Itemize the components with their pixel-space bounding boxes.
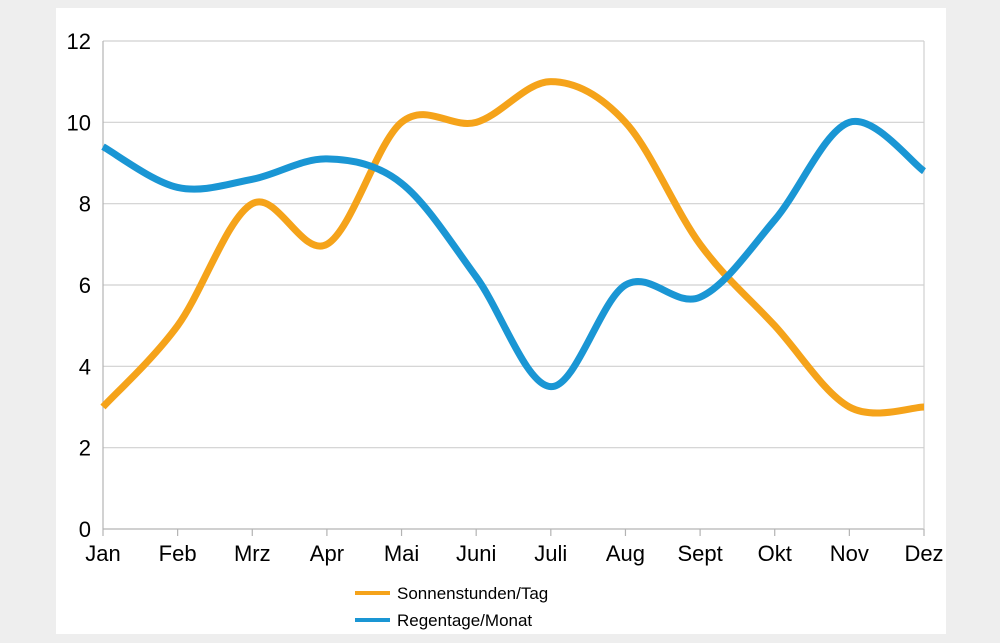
x-tick-label: Apr: [310, 541, 344, 566]
x-tick-label: Aug: [606, 541, 645, 566]
x-tick-label: Juni: [456, 541, 496, 566]
y-tick-label: 12: [67, 29, 91, 54]
chart-area: 0 2 4 6 8 10 12 Jan Feb Mrz Apr Mai Juni Juli Aug Sept O…: [56, 8, 946, 634]
line-chart: 0 2 4 6 8 10 12 Jan Feb Mrz Apr Mai Juni Juli Aug Sept O…: [67, 29, 944, 630]
y-tick-label: 10: [67, 110, 91, 135]
y-tick-label: 4: [79, 354, 91, 379]
x-tick-label: Jan: [85, 541, 120, 566]
series-line-sonnenstunden: [100, 78, 925, 417]
axes: 0 2 4 6 8 10 12 Jan Feb Mrz Apr Mai Juni Juli Aug Sept O…: [67, 29, 944, 566]
legend: Sonnenstunden/Tag Regentage/Monat: [355, 584, 548, 630]
x-tick-label: Mai: [384, 541, 419, 566]
legend-label: Regentage/Monat: [397, 611, 532, 630]
series-lines: [100, 78, 927, 417]
y-tick-label: 6: [79, 273, 91, 298]
x-tick-label: Juli: [534, 541, 567, 566]
y-tick-label: 0: [79, 517, 91, 542]
y-tick-label: 2: [79, 436, 91, 461]
grid-lines: [103, 40, 925, 530]
series-line-regentage: [101, 117, 927, 391]
legend-label: Sonnenstunden/Tag: [397, 584, 548, 603]
x-tick-label: Nov: [830, 541, 869, 566]
x-tick-label: Mrz: [234, 541, 271, 566]
x-tick-label: Feb: [159, 541, 197, 566]
x-tick-label: Okt: [758, 541, 792, 566]
x-tick-label: Sept: [677, 541, 722, 566]
y-tick-label: 8: [79, 192, 91, 217]
x-tick-label: Dez: [904, 541, 943, 566]
